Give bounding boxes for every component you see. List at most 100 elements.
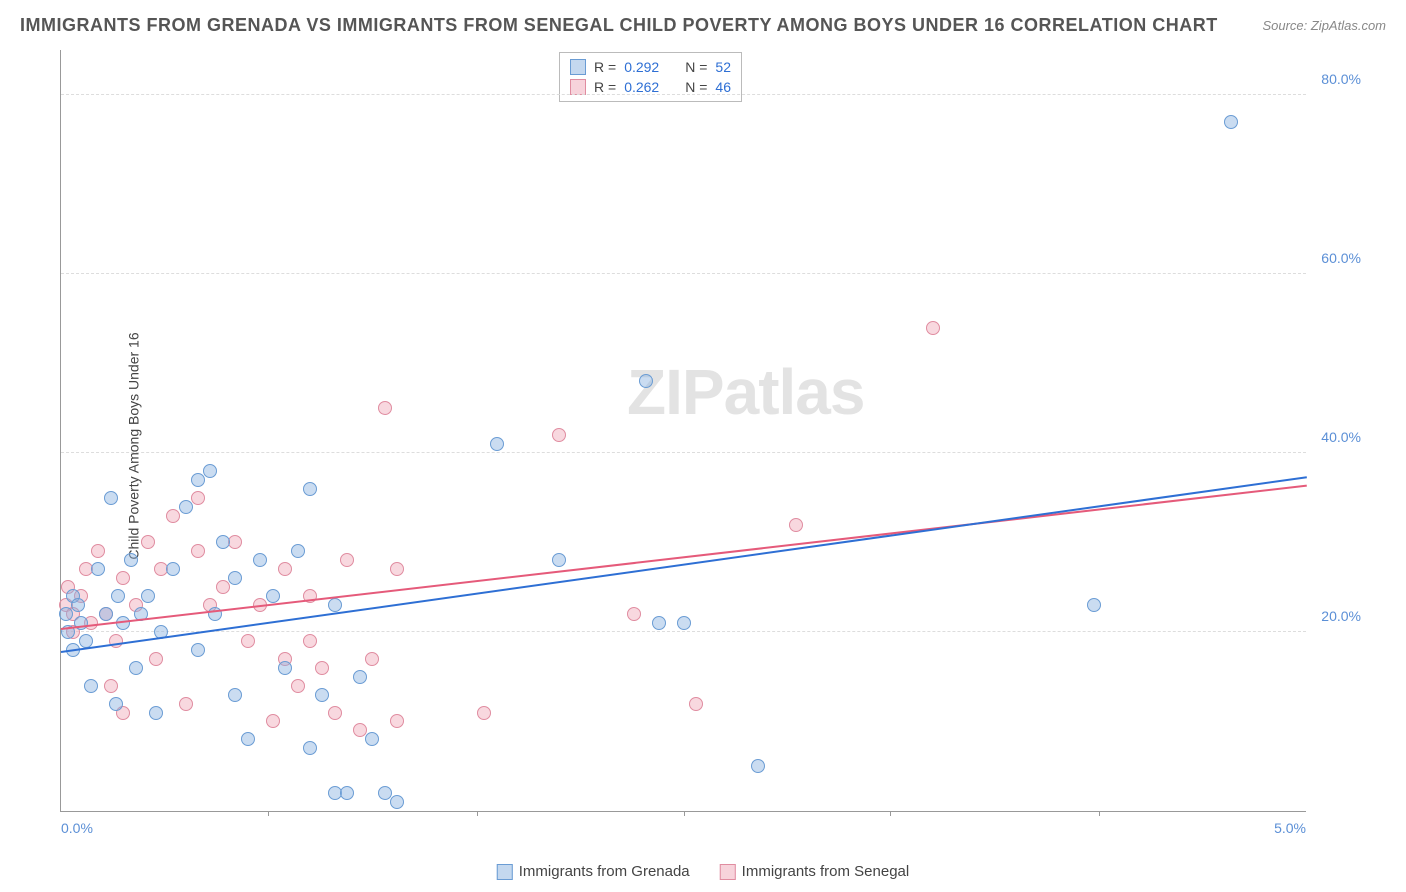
scatter-point: [59, 607, 73, 621]
scatter-point: [353, 670, 367, 684]
scatter-point: [203, 464, 217, 478]
y-tick-label: 60.0%: [1321, 250, 1361, 266]
scatter-point: [278, 562, 292, 576]
plot-region: ZIPatlas R = 0.292 N = 52 R = 0.262 N = …: [60, 50, 1306, 812]
scatter-point: [378, 401, 392, 415]
scatter-point: [340, 553, 354, 567]
legend-item-senegal: Immigrants from Senegal: [720, 863, 910, 880]
scatter-point: [315, 661, 329, 675]
scatter-point: [111, 589, 125, 603]
scatter-point: [191, 491, 205, 505]
scatter-point: [677, 616, 691, 630]
r-value-grenada: 0.292: [624, 59, 659, 75]
n-label: N =: [685, 79, 707, 95]
scatter-point: [652, 616, 666, 630]
scatter-point: [390, 714, 404, 728]
series-legend: Immigrants from Grenada Immigrants from …: [497, 863, 909, 880]
scatter-point: [390, 795, 404, 809]
scatter-point: [166, 562, 180, 576]
r-label: R =: [594, 59, 616, 75]
legend-item-grenada: Immigrants from Grenada: [497, 863, 690, 880]
scatter-point: [116, 571, 130, 585]
r-label: R =: [594, 79, 616, 95]
swatch-pink-icon: [720, 864, 736, 880]
chart-area: Child Poverty Among Boys Under 16 ZIPatl…: [60, 50, 1366, 842]
scatter-point: [315, 688, 329, 702]
scatter-point: [91, 544, 105, 558]
scatter-point: [390, 562, 404, 576]
source-attribution: Source: ZipAtlas.com: [1262, 18, 1386, 33]
scatter-point: [179, 500, 193, 514]
scatter-point: [241, 732, 255, 746]
scatter-point: [216, 580, 230, 594]
legend-row-grenada: R = 0.292 N = 52: [570, 57, 731, 77]
scatter-point: [291, 544, 305, 558]
x-tick-mark: [477, 811, 478, 816]
legend-label-grenada: Immigrants from Grenada: [519, 863, 690, 880]
scatter-point: [328, 598, 342, 612]
grid-line-h: [61, 631, 1306, 632]
scatter-point: [109, 697, 123, 711]
scatter-point: [291, 679, 305, 693]
scatter-point: [926, 321, 940, 335]
scatter-point: [166, 509, 180, 523]
scatter-point: [378, 786, 392, 800]
scatter-point: [91, 562, 105, 576]
scatter-point: [228, 535, 242, 549]
swatch-blue-icon: [497, 864, 513, 880]
scatter-point: [266, 714, 280, 728]
scatter-point: [84, 679, 98, 693]
scatter-point: [278, 661, 292, 675]
grid-line-h: [61, 452, 1306, 453]
chart-title: IMMIGRANTS FROM GRENADA VS IMMIGRANTS FR…: [20, 15, 1218, 36]
scatter-point: [191, 643, 205, 657]
x-tick-mark: [890, 811, 891, 816]
x-tick-label: 5.0%: [1274, 820, 1306, 836]
x-tick-mark: [1099, 811, 1100, 816]
scatter-point: [241, 634, 255, 648]
scatter-point: [266, 589, 280, 603]
scatter-point: [216, 535, 230, 549]
x-tick-mark: [684, 811, 685, 816]
scatter-point: [639, 374, 653, 388]
swatch-pink-icon: [570, 79, 586, 95]
scatter-point: [303, 634, 317, 648]
scatter-point: [99, 607, 113, 621]
scatter-point: [552, 428, 566, 442]
x-tick-label: 0.0%: [61, 820, 93, 836]
scatter-point: [328, 706, 342, 720]
x-tick-mark: [268, 811, 269, 816]
grid-line-h: [61, 94, 1306, 95]
scatter-point: [365, 652, 379, 666]
scatter-point: [179, 697, 193, 711]
n-value-senegal: 46: [715, 79, 731, 95]
n-value-grenada: 52: [715, 59, 731, 75]
scatter-point: [149, 652, 163, 666]
grid-line-h: [61, 273, 1306, 274]
scatter-point: [149, 706, 163, 720]
scatter-point: [1224, 115, 1238, 129]
scatter-point: [141, 589, 155, 603]
y-tick-label: 40.0%: [1321, 429, 1361, 445]
scatter-point: [340, 786, 354, 800]
trend-line: [61, 485, 1307, 630]
scatter-point: [71, 598, 85, 612]
y-tick-label: 80.0%: [1321, 71, 1361, 87]
scatter-point: [141, 535, 155, 549]
scatter-point: [365, 732, 379, 746]
r-value-senegal: 0.262: [624, 79, 659, 95]
scatter-point: [477, 706, 491, 720]
scatter-point: [303, 741, 317, 755]
scatter-point: [1087, 598, 1101, 612]
scatter-point: [129, 661, 143, 675]
scatter-point: [124, 553, 138, 567]
scatter-point: [627, 607, 641, 621]
scatter-point: [751, 759, 765, 773]
scatter-point: [228, 688, 242, 702]
scatter-point: [253, 553, 267, 567]
scatter-point: [191, 544, 205, 558]
legend-label-senegal: Immigrants from Senegal: [742, 863, 910, 880]
scatter-point: [228, 571, 242, 585]
scatter-point: [353, 723, 367, 737]
scatter-point: [303, 482, 317, 496]
